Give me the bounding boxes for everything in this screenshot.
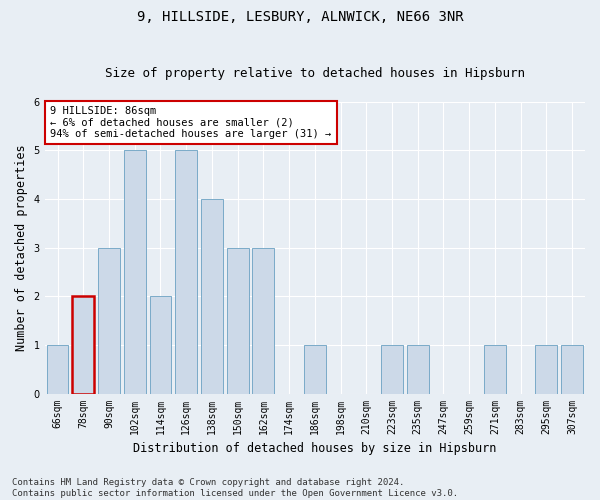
Bar [484,345,506,394]
Bar [381,345,403,394]
Text: 9, HILLSIDE, LESBURY, ALNWICK, NE66 3NR: 9, HILLSIDE, LESBURY, ALNWICK, NE66 3NR [137,10,463,24]
Bar [73,296,94,394]
Bar [149,296,172,394]
Bar [98,248,120,394]
Title: Size of property relative to detached houses in Hipsburn: Size of property relative to detached ho… [105,66,525,80]
Bar [47,345,68,394]
Bar [407,345,428,394]
Text: Contains HM Land Registry data © Crown copyright and database right 2024.
Contai: Contains HM Land Registry data © Crown c… [12,478,458,498]
Bar [535,345,557,394]
Text: 9 HILLSIDE: 86sqm
← 6% of detached houses are smaller (2)
94% of semi-detached h: 9 HILLSIDE: 86sqm ← 6% of detached house… [50,106,331,139]
Bar [227,248,248,394]
X-axis label: Distribution of detached houses by size in Hipsburn: Distribution of detached houses by size … [133,442,497,455]
Bar [124,150,146,394]
Bar [253,248,274,394]
Bar [561,345,583,394]
Bar [201,199,223,394]
Bar [175,150,197,394]
Bar [304,345,326,394]
Y-axis label: Number of detached properties: Number of detached properties [15,144,28,351]
